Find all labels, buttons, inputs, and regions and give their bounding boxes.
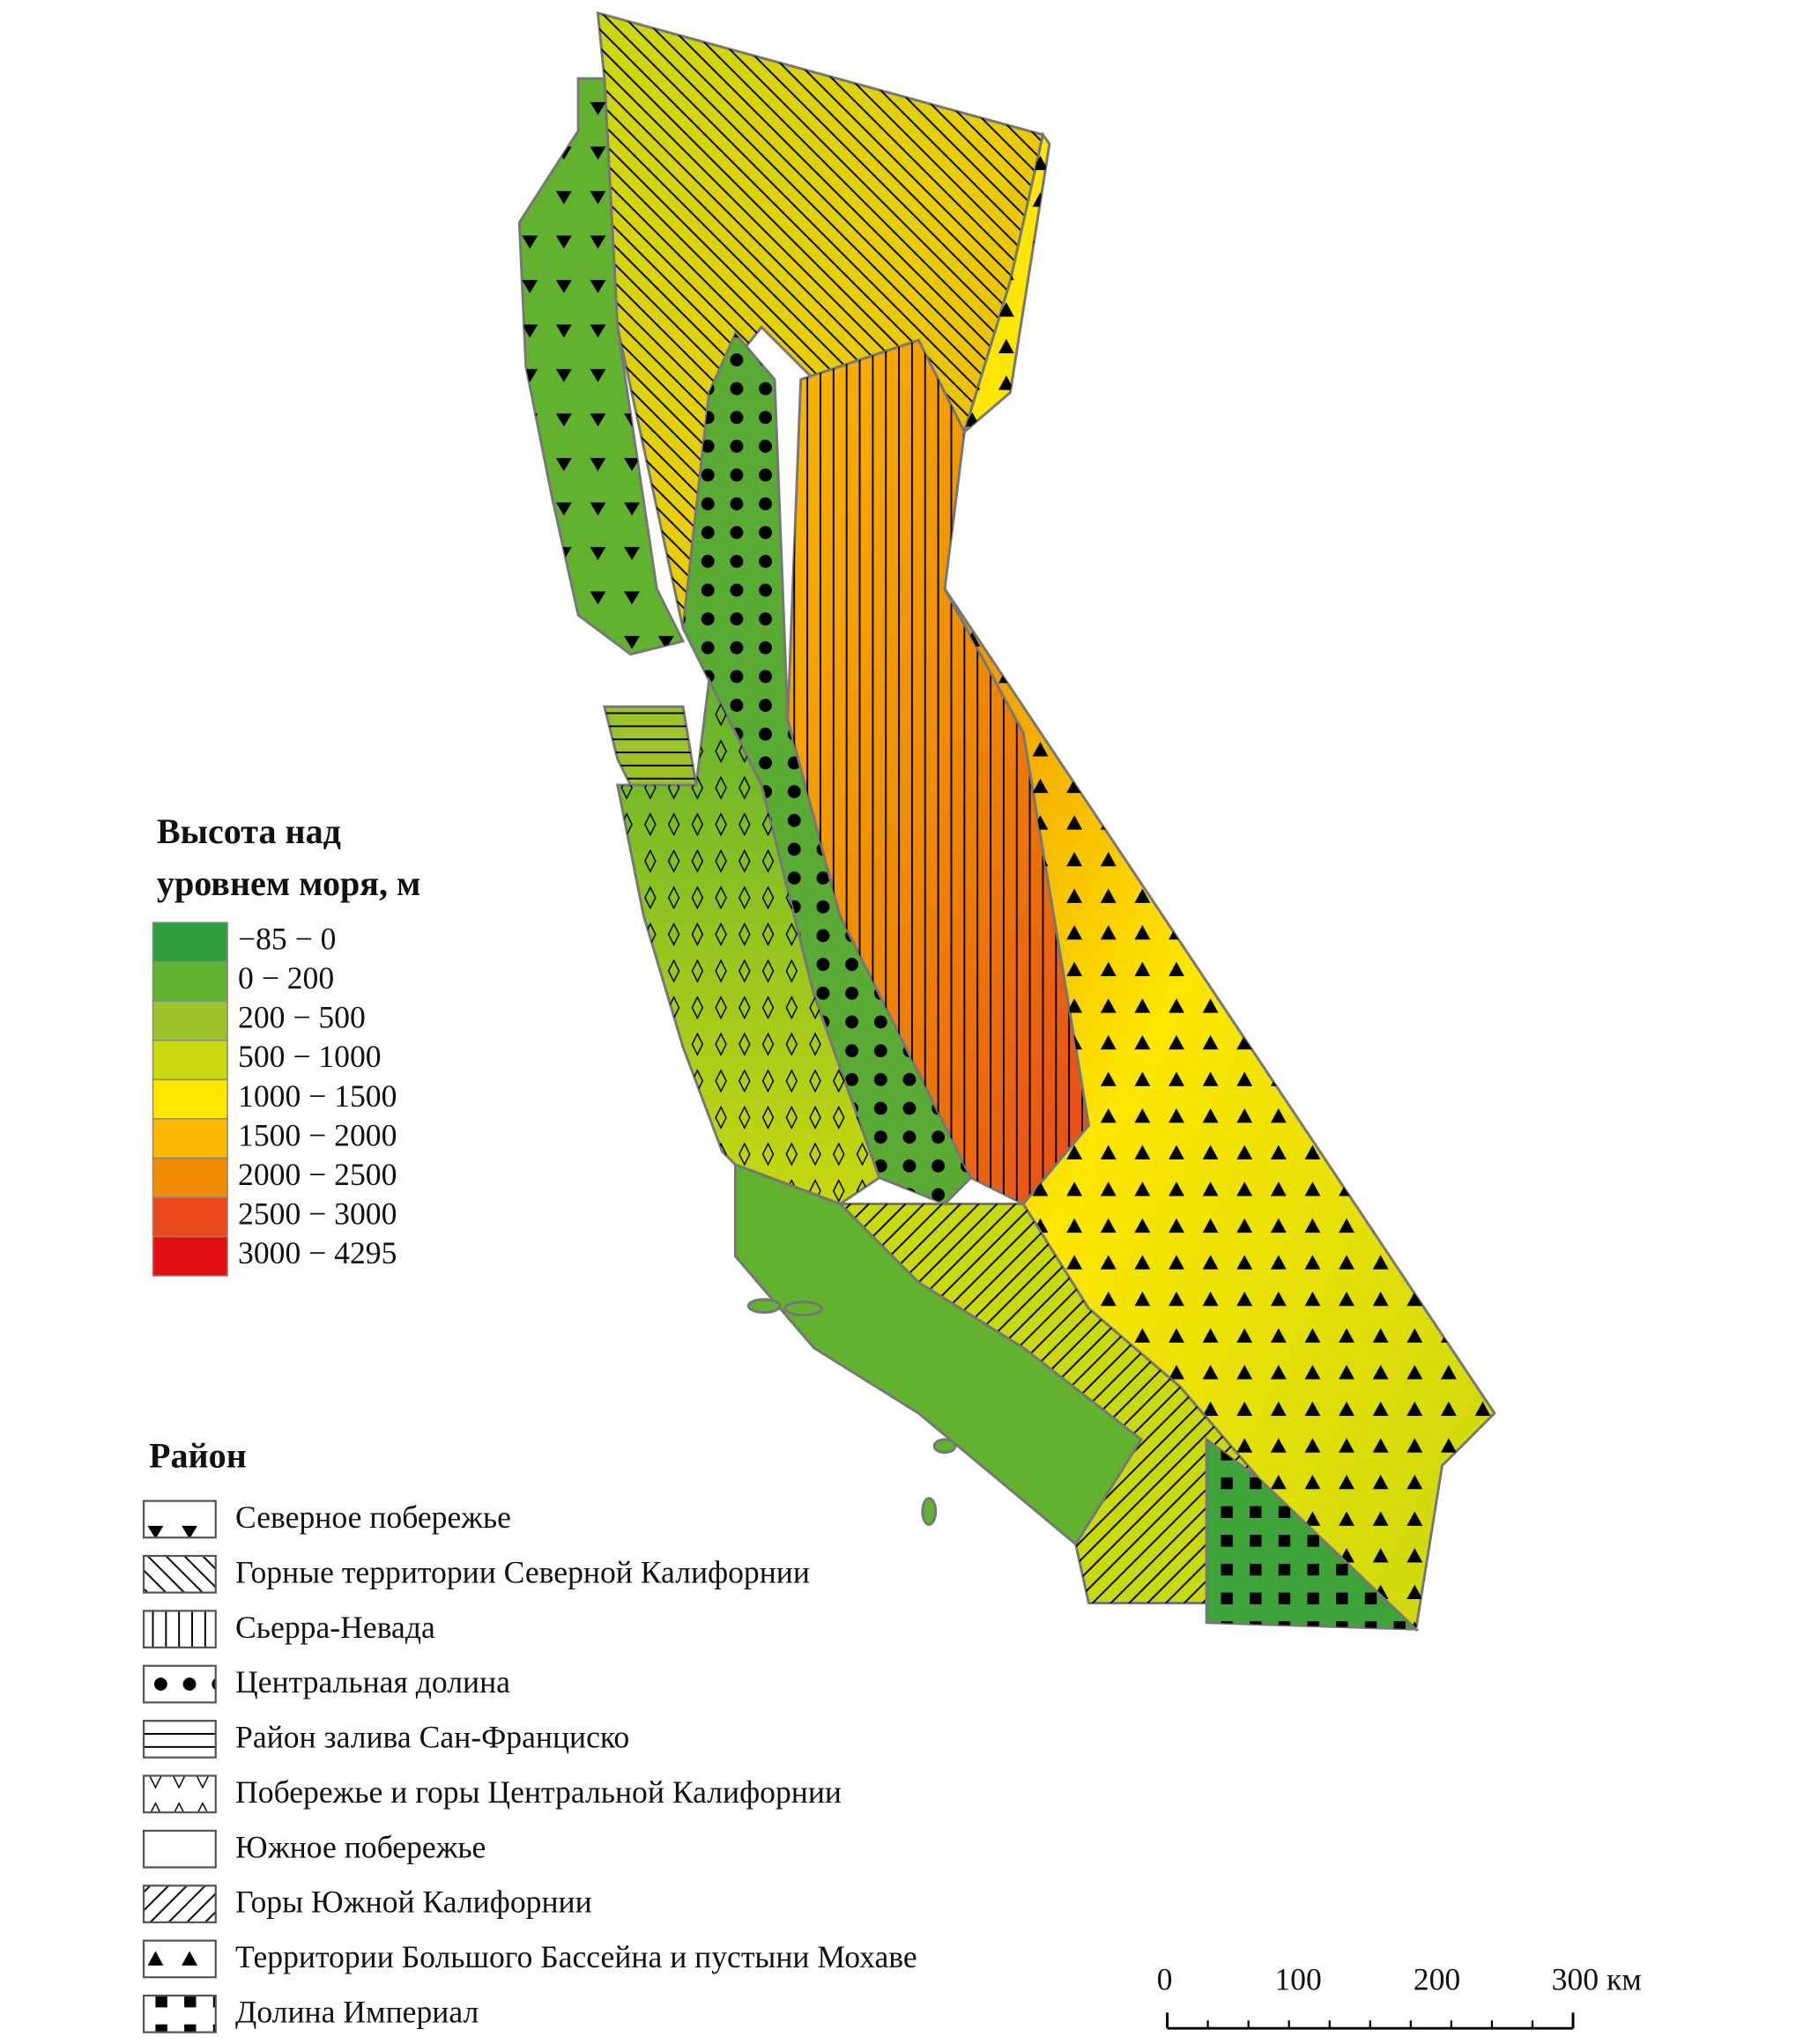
legend-label: Территории Большого Бассейна и пустыни М… [235,1939,917,1974]
legend-label: 2500 − 3000 [238,1196,397,1231]
scale-label: 100 [1274,1961,1321,1996]
legend-label: 200 − 500 [238,1000,366,1035]
legend-label: 3000 − 4295 [238,1235,397,1270]
legend-label: Сьерра-Невада [235,1610,435,1645]
legend-label: Район залива Сан-Франциско [235,1720,629,1755]
legend-swatch [142,1939,217,1979]
legend-swatch [152,1000,228,1041]
legend-swatch [152,1196,228,1238]
elevation-legend: Высота над уровнем моря, м −85 − 00 − 20… [152,811,420,1277]
legend-label: Побережье и горы Центральной Калифорнии [235,1774,842,1810]
legend-label: 500 − 1000 [238,1039,382,1074]
legend-label: 0 − 200 [238,960,334,996]
legend-title: Район [149,1435,247,1475]
map [517,11,1496,1633]
legend-swatch [152,1040,228,1081]
legend-label: Центральная долина [235,1664,510,1700]
legend-label: 1500 − 2000 [238,1117,397,1152]
legend-swatch [152,922,228,963]
legend-swatch [142,1610,217,1649]
legend-swatch [142,1829,217,1869]
legend-swatch [152,1118,228,1159]
legend-swatch [142,1720,217,1759]
scale-label: 0 [1157,1961,1173,1996]
region-legend: Район Северное побережье Горные территори… [142,1435,917,2033]
legend-label: 1000 − 1500 [238,1078,397,1114]
legend-swatch [142,1554,217,1594]
legend-label: Горные территории Северной Калифорнии [235,1554,810,1589]
scale-bar: 0 100 200 300 км [1157,1961,1642,2030]
legend-swatch [142,1774,217,1814]
scale-label: 300 км [1552,1961,1642,1996]
legend-swatch [152,1078,228,1120]
legend-label: 2000 − 2500 [238,1157,397,1192]
legend-swatch [142,1885,217,1923]
legend-swatch [142,1664,217,1704]
legend-swatch [142,1994,217,2033]
legend-label: Горы Южной Калифорнии [235,1885,592,1920]
scale-label: 200 [1414,1961,1460,1996]
legend-label: Северное побережье [235,1500,511,1535]
legend-swatch [142,1500,217,1539]
legend-title: уровнем моря, м [157,863,420,903]
legend-label: −85 − 0 [238,922,336,957]
legend-swatch [152,1235,228,1277]
legend-swatch [152,1157,228,1198]
legend-swatch [152,960,228,1002]
scale-ticks [1206,2020,1534,2029]
legend-label: Долина Империал [235,1994,479,2029]
legend-title: Высота над [157,811,341,851]
legend-label: Южное побережье [235,1829,486,1864]
